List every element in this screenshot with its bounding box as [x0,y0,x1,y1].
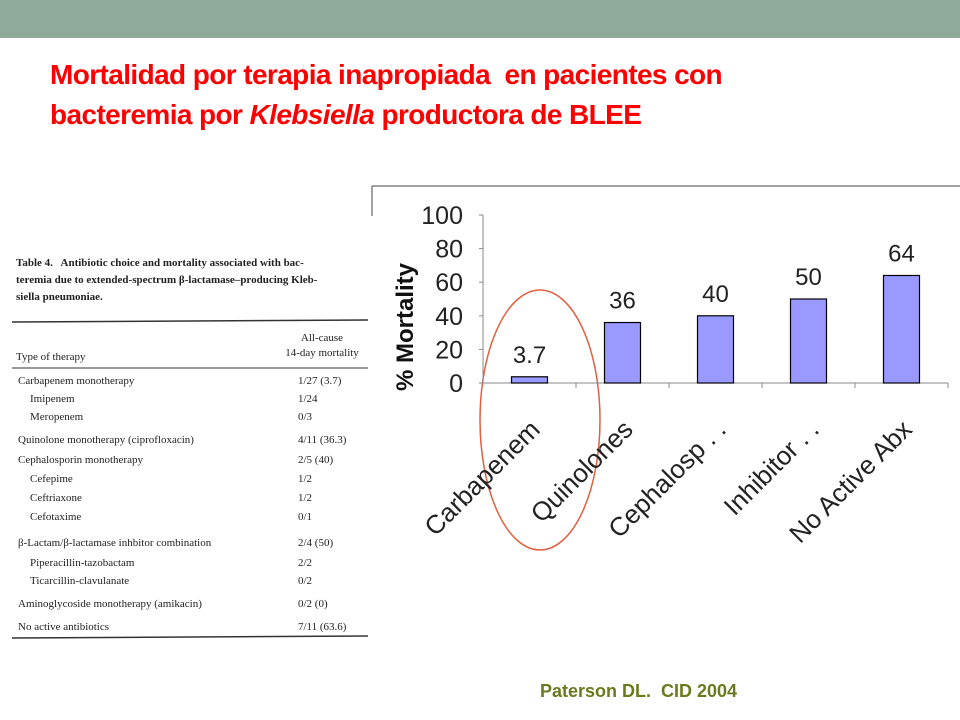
table-header: 14-day mortality [285,347,359,359]
table-cell: Cefepime [30,473,73,485]
table-cell: Piperacillin-tazobactam [30,557,135,569]
table-cell: 1/24 [298,393,318,405]
table-cell: Ticarcillin-clavulanate [30,575,129,587]
table-cell: Ceftriaxone [30,492,82,504]
table-cell: Quinolone monotherapy (ciprofloxacin) [18,434,194,446]
table-cell: Meropenem [30,411,84,423]
table-caption: teremia due to extended-spectrum β-lacta… [16,274,318,286]
title-line: bacteremia por Klebsiella productora de … [50,99,641,130]
table-cell: 0/2 [298,575,312,587]
table-cell: 0/2 (0) [298,598,328,610]
value-label: 36 [609,288,636,315]
table-caption: Table 4. Antibiotic choice and mortality… [16,257,304,269]
y-tick-label: 0 [449,370,463,398]
value-label: 50 [795,264,822,291]
table-cell: 4/11 (36.3) [298,434,347,446]
value-label: 3.7 [513,342,546,369]
table-cell: Carbapenem monotherapy [18,375,135,387]
y-axis-label: % Mortality [392,262,419,391]
table-cell: 0/1 [298,511,312,523]
top-bar [0,0,960,38]
table-cell: 7/11 (63.6) [298,621,347,633]
table-cell: 0/3 [298,411,313,423]
title-part: Klebsiella [250,99,375,130]
title-part: productora de BLEE [374,99,641,130]
table-cell: 2/5 (40) [298,454,333,466]
rule [11,319,369,323]
bar [696,315,735,384]
y-tick-label: 40 [435,303,463,331]
bar [789,298,828,384]
table-caption: siella pneumoniae. [16,291,103,303]
x-tick-label: Carbapenem [418,414,546,542]
highlight-ellipse [479,289,601,551]
table-cell: Cephalosporin monotherapy [18,454,143,466]
value-label: 40 [702,281,729,308]
table-cell: Aminoglycoside monotherapy (amikacin) [18,598,202,610]
table-cell: 2/4 (50) [298,537,333,549]
bar [882,274,921,384]
rule [11,635,369,639]
table-header: Type of therapy [16,351,86,363]
table-header: All-cause [301,332,343,344]
y-tick-label: 100 [421,202,463,230]
y-tick-label: 20 [435,336,463,364]
citation: Paterson DL. CID 2004 [540,681,737,701]
title-line: Mortalidad por terapia inapropiada en pa… [50,59,722,90]
title-part: bacteremia por [50,99,250,130]
bar [510,376,549,384]
value-label: 64 [888,240,915,267]
table-cell: No active antibiotics [18,621,109,633]
table-cell: 1/2 [298,492,312,504]
y-tick-label: 60 [435,269,463,297]
table-cell: 1/27 (3.7) [298,375,342,387]
bar [603,321,642,384]
table-cell: 2/2 [298,557,312,569]
table-cell: Cefotaxime [30,511,81,523]
table: Table 4. Antibiotic choice and mortality… [11,257,369,639]
table-cell: Imipenem [30,393,75,405]
table-cell: 1/2 [298,473,312,485]
y-tick-label: 80 [435,236,463,264]
table-cell: β-Lactam/β-lactamase inhbitor combinatio… [18,537,212,549]
